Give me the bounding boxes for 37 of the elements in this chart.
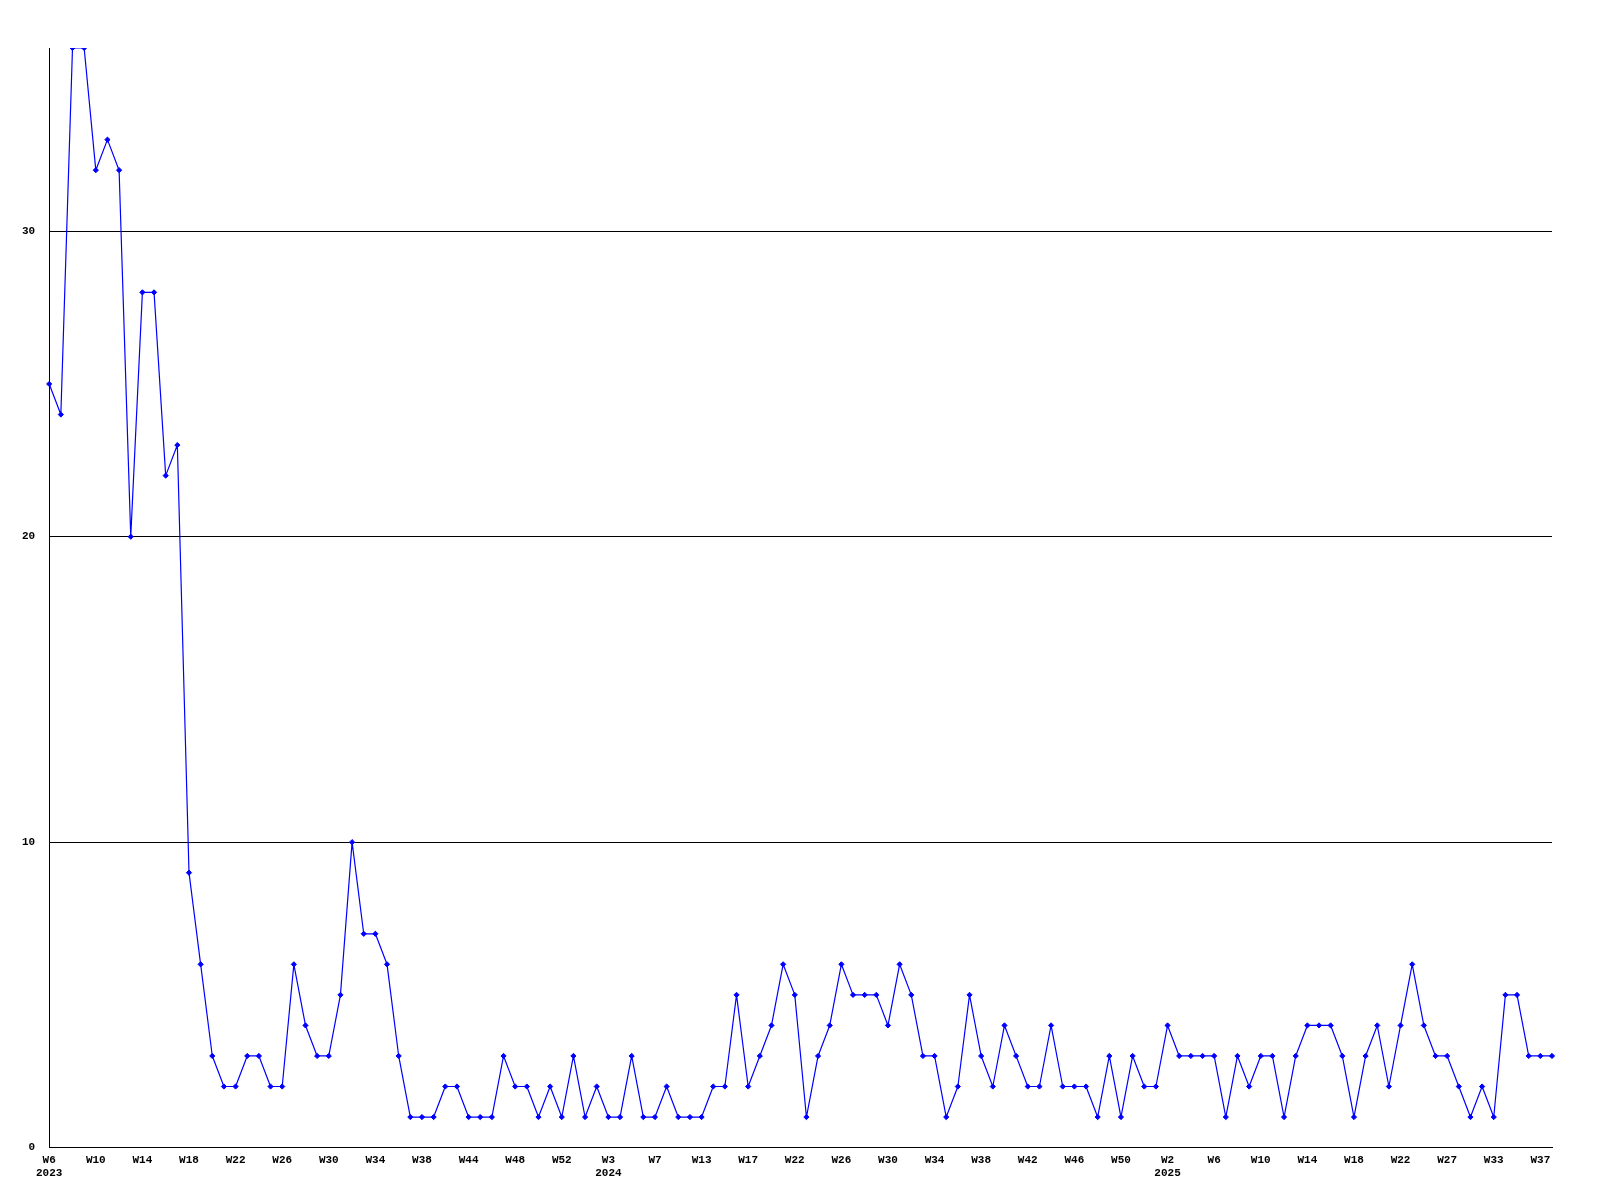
x-tick-label: W33 — [1483, 1153, 1505, 1166]
x-tick-label: W26 — [272, 1153, 293, 1166]
x-tick-label: W42 — [1017, 1153, 1038, 1166]
y-tick-label: 30 — [22, 225, 36, 238]
x-tick-label: W27 — [1437, 1153, 1458, 1166]
x-tick-label: W34 — [924, 1153, 945, 1166]
x-tick-label: W30 — [318, 1153, 339, 1166]
x-tick-label: W14 — [1297, 1153, 1318, 1166]
x-tick-label: W38 — [971, 1153, 992, 1166]
x-tick-label: W14 — [132, 1153, 153, 1166]
x-tick-label: W7 — [648, 1153, 662, 1166]
x-tick-label: W48 — [505, 1153, 526, 1166]
x-tick-label: W13 — [691, 1153, 712, 1166]
x-tick-label: W6 2023 — [36, 1153, 63, 1180]
x-tick-label: W50 — [1111, 1153, 1131, 1166]
x-tick-label: W10 — [1250, 1153, 1271, 1166]
x-tick-label: W17 — [738, 1153, 759, 1166]
x-tick-label: W18 — [179, 1153, 200, 1166]
x-tick-label: W26 — [831, 1153, 852, 1166]
x-tick-label: W44 — [458, 1153, 479, 1166]
y-tick-label: 20 — [22, 530, 36, 543]
x-tick-label: W6 — [1207, 1153, 1221, 1166]
x-tick-label: W22 — [225, 1153, 246, 1166]
x-tick-label: W22 — [1390, 1153, 1411, 1166]
y-tick-label: 0 — [28, 1141, 36, 1154]
x-tick-label: W34 — [365, 1153, 386, 1166]
y-tick-label: 10 — [22, 835, 36, 848]
x-tick-label: W22 — [784, 1153, 805, 1166]
x-tick-label: W52 — [551, 1153, 572, 1166]
x-tick-label: W3 2024 — [595, 1153, 622, 1180]
x-tick-label: W2 2025 — [1154, 1153, 1182, 1180]
x-tick-label: W46 — [1064, 1153, 1085, 1166]
x-tick-label: W30 — [878, 1153, 898, 1166]
x-tick-label: W38 — [412, 1153, 433, 1166]
x-tick-label: W37 — [1530, 1153, 1551, 1166]
x-tick-label: W10 — [85, 1153, 106, 1166]
x-tick-label: W18 — [1344, 1153, 1365, 1166]
